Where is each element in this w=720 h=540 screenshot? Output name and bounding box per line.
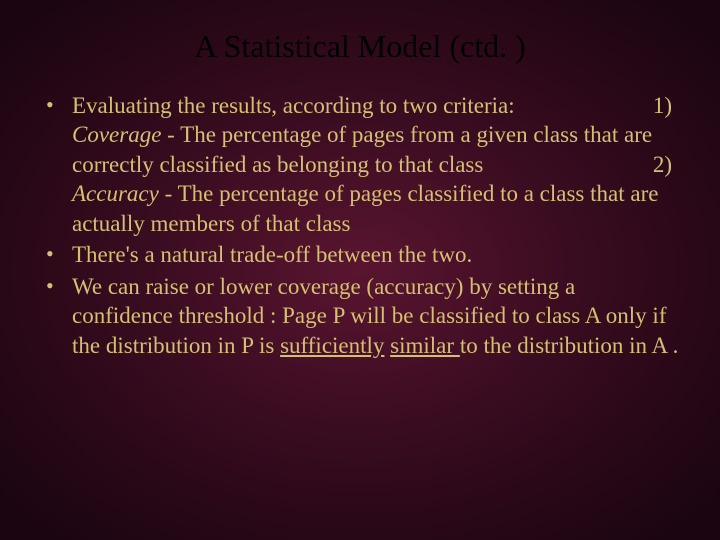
bullet-list: Evaluating the results, according to two… (40, 91, 680, 360)
criteria-1-block: Coverage - The percentage of pages from … (72, 120, 680, 179)
bullet-item-2: There's a natural trade-off between the … (40, 240, 680, 269)
accuracy-sep: - (159, 181, 178, 206)
bullet-item-1: Evaluating the results, according to two… (40, 91, 680, 238)
bullet1-intro: Evaluating the results, according to two… (72, 93, 515, 118)
accuracy-label: Accuracy (72, 181, 159, 206)
bullet2-text: There's a natural trade-off between the … (72, 242, 472, 267)
bullet3-underline2: similar (390, 333, 460, 358)
slide-container: A Statistical Model (ctd. ) Evaluating t… (0, 0, 720, 540)
slide-content: Evaluating the results, according to two… (40, 91, 680, 360)
criteria-2-block: Accuracy - The percentage of pages class… (72, 179, 680, 238)
coverage-sep: - (161, 122, 180, 147)
bullet-item-3: We can raise or lower coverage (accuracy… (40, 272, 680, 360)
criteria-num-2: 2) (653, 150, 672, 179)
coverage-label: Coverage (72, 122, 161, 147)
bullet3-text-b: to the distribution in A . (460, 333, 679, 358)
bullet3-underline1: sufficiently (280, 333, 384, 358)
criteria-num-1: 1) (653, 91, 672, 120)
slide-title: A Statistical Model (ctd. ) (40, 28, 680, 65)
